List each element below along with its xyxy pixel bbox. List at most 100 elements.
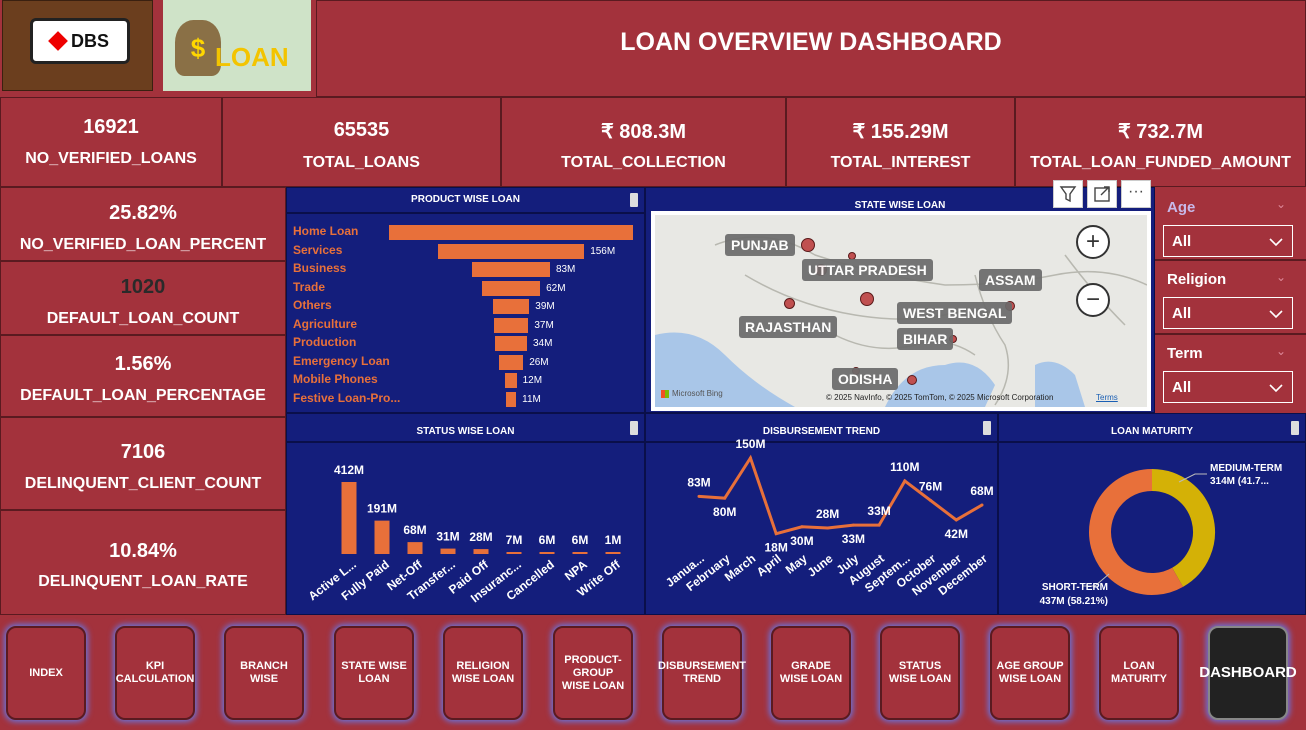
panel-title: DISBURSEMENT TREND — [762, 426, 881, 437]
product-bar[interactable] — [492, 299, 530, 314]
nav-product-group-wise-loan-button[interactable]: PRODUCT-GROUP WISE LOAN — [553, 626, 633, 720]
maturity-category-label: SHORT-TERM — [1042, 582, 1108, 593]
trend-point — [980, 503, 984, 507]
maturity-slice — [1089, 469, 1183, 595]
nav-state-wise-loan-button[interactable]: STATE WISE LOAN — [334, 626, 414, 720]
product-bar[interactable] — [505, 373, 517, 388]
map-label-rajasthan: RAJASTHAN — [739, 316, 838, 338]
status-bar-value: 191M — [367, 502, 397, 516]
map-terms-link[interactable]: Terms — [1096, 393, 1118, 402]
product-bar-value: 12M — [522, 375, 543, 386]
map-bubble[interactable] — [784, 298, 795, 309]
kpi-total-interest: ₹ 155.29M TOTAL_INTEREST — [786, 97, 1015, 187]
filter-icon[interactable] — [1053, 180, 1083, 208]
slicer-collapse-icon[interactable]: ⌄ — [1276, 197, 1287, 211]
product-bar-label: Services — [293, 242, 343, 257]
kpi-default-loan-count: 1020 DEFAULT_LOAN_COUNT — [0, 261, 286, 335]
kpi-no-verified-percent: 25.82% NO_VERIFIED_LOAN_PERCENT — [0, 187, 286, 261]
focus-mode-icon[interactable] — [1087, 180, 1117, 208]
kpi-value: ₹ 732.7M — [1118, 121, 1203, 143]
kpi-value: ₹ 155.29M — [852, 121, 949, 143]
product-bar-label: Others — [293, 298, 332, 312]
nav-dashboard-button[interactable]: DASHBOARD — [1199, 626, 1297, 720]
kpi-value: 65535 — [333, 119, 390, 141]
status-bar-value: 7M — [506, 533, 523, 547]
maturity-slice — [1151, 469, 1215, 587]
slicer-collapse-icon[interactable]: ⌄ — [1276, 270, 1287, 284]
status-bar — [440, 548, 456, 554]
nav-grade-wise-loan-button[interactable]: GRADE WISE LOAN — [771, 626, 851, 720]
status-bar-value: 28M — [469, 530, 492, 544]
maturity-category-label: MEDIUM-TERM — [1210, 463, 1282, 474]
bing-logo: Microsoft Bing — [661, 389, 723, 398]
slicer-religion-title: Religion — [1167, 271, 1227, 288]
product-bar-value: 62M — [546, 282, 566, 294]
kpi-value: 10.84% — [109, 540, 177, 562]
zoom-out-button[interactable]: − — [1076, 283, 1110, 317]
product-bar-label: Business — [293, 261, 347, 275]
kpi-delinquent-loan-rate: 10.84% DELINQUENT_LOAN_RATE — [0, 510, 286, 615]
product-bar[interactable] — [495, 336, 527, 351]
kpi-label: DELINQUENT_CLIENT_COUNT — [24, 475, 262, 492]
scrollbar[interactable] — [1291, 421, 1299, 435]
product-bar[interactable] — [481, 280, 541, 296]
religion-slicer-dropdown[interactable]: All — [1163, 297, 1293, 329]
product-bar-label: Agriculture — [293, 316, 358, 331]
scrollbar[interactable] — [630, 193, 638, 207]
trend-point-label: 28M — [816, 507, 839, 521]
map-canvas[interactable]: PUNJAB UTTAR PRADESH ASSAM RAJASTHAN WES… — [651, 211, 1151, 411]
nav-index-button[interactable]: INDEX — [6, 626, 86, 720]
nav-religion-wise-loan-button[interactable]: RELIGION WISE LOAN — [443, 626, 523, 720]
trend-point — [929, 498, 933, 502]
product-bar-label: Festive Loan-Pro... — [293, 390, 401, 405]
status-bar — [605, 552, 621, 554]
maturity-chart-svg: MEDIUM-TERM 314M (41.7... SHORT-TERM 437M (… — [1040, 463, 1283, 607]
scrollbar[interactable] — [983, 421, 991, 435]
nav-age-group-wise-loan-button[interactable]: AGE GROUP WISE LOAN — [990, 626, 1070, 720]
trend-chart-svg: 83MJanua...80MFebruary150MMarch18MApril3… — [663, 437, 994, 598]
maturity-value-label: 314M (41.7... — [1210, 476, 1269, 487]
chevron-down-icon — [1269, 310, 1283, 319]
nav-branch-wise-button[interactable]: BRANCH WISE — [224, 626, 304, 720]
scrollbar[interactable] — [630, 421, 638, 435]
product-bar[interactable] — [498, 354, 524, 370]
product-bar-value: 83M — [555, 264, 576, 275]
trend-point — [851, 523, 855, 527]
nav-status-wise-loan-button[interactable]: STATUS WISE LOAN — [880, 626, 960, 720]
product-bar[interactable] — [505, 391, 517, 407]
map-bubble[interactable] — [801, 238, 815, 252]
slicer-value: All — [1172, 305, 1192, 322]
product-bar-value: 34M — [532, 338, 553, 349]
nav-loan-maturity-button[interactable]: LOAN MATURITY — [1099, 626, 1179, 720]
age-slicer-dropdown[interactable]: All — [1163, 225, 1293, 257]
product-bar[interactable] — [437, 243, 585, 259]
product-bar[interactable] — [493, 317, 529, 333]
term-slicer-dropdown[interactable]: All — [1163, 371, 1293, 403]
trend-point — [903, 479, 907, 483]
zoom-in-button[interactable]: + — [1076, 225, 1110, 259]
trend-point — [800, 525, 804, 529]
chevron-down-icon — [1269, 238, 1283, 247]
map-bubble[interactable] — [907, 375, 917, 385]
product-bar[interactable] — [389, 225, 633, 240]
more-options-icon[interactable]: ··· — [1121, 180, 1151, 208]
kpi-no-verified-loans: 16921 NO_VERIFIED_LOANS — [0, 97, 222, 187]
product-bar-label: Home Loan — [293, 224, 359, 238]
trend-point-label: 42M — [945, 527, 968, 541]
trend-point-label: 83M — [687, 475, 710, 489]
kpi-label: TOTAL_LOANS — [303, 154, 420, 171]
product-bar-label: Mobile Phones — [293, 372, 378, 386]
status-bar — [407, 542, 423, 554]
product-bar[interactable] — [472, 262, 550, 277]
nav-disbursement-trend-button[interactable]: DISBURSEMENT TREND — [658, 626, 746, 720]
kpi-label: NO_VERIFIED_LOAN_PERCENT — [19, 236, 267, 253]
map-bubble[interactable] — [860, 292, 874, 306]
kpi-total-loans: 65535 TOTAL_LOANS — [222, 97, 501, 187]
trend-point-label: 110M — [890, 460, 919, 474]
status-bar — [539, 552, 555, 554]
maturity-leader-line — [1083, 573, 1110, 587]
trend-point — [697, 494, 701, 498]
nav-kpi-calculation-button[interactable]: KPI CALCULATION — [115, 626, 195, 720]
slicer-collapse-icon[interactable]: ⌄ — [1276, 344, 1287, 358]
